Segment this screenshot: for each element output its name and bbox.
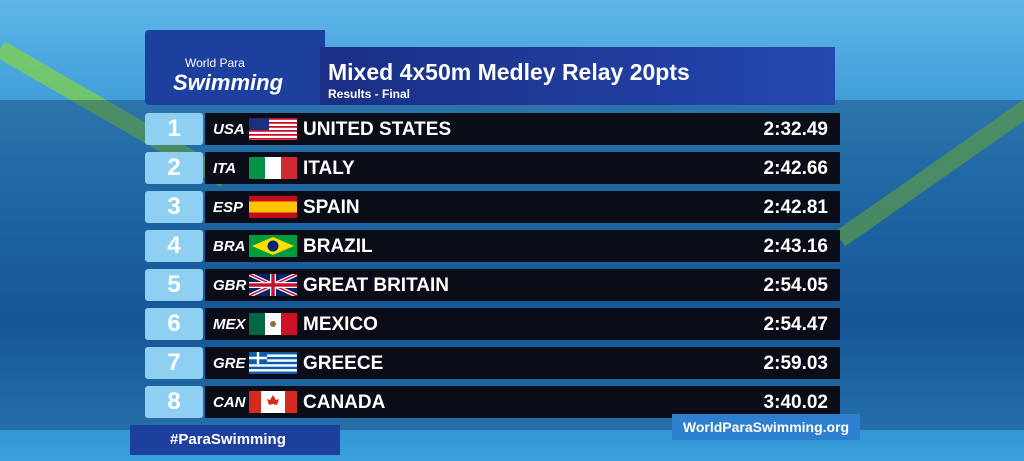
result-row: 8 CAN CANADA 3:40.02 <box>145 386 840 418</box>
rank: 7 <box>145 347 203 379</box>
logo-text: World Para <box>185 56 245 70</box>
country-name: BRAZIL <box>303 236 373 257</box>
flag <box>249 352 297 374</box>
flag <box>249 274 297 296</box>
flag <box>249 313 297 335</box>
country-code: MEX <box>213 316 246 333</box>
country-name: CANADA <box>303 392 386 413</box>
row-bar: GBR GREAT BRITAIN 2:54.05 <box>205 269 840 301</box>
rank: 4 <box>145 230 203 262</box>
row-bar: CAN CANADA 3:40.02 <box>205 386 840 418</box>
row-bar: ESP SPAIN 2:42.81 <box>205 191 840 223</box>
result-row: 4 BRA BRAZIL 2:43.16 <box>145 230 840 262</box>
country-name: GREECE <box>303 353 384 374</box>
row-bar: ITA ITALY 2:42.66 <box>205 152 840 184</box>
time: 2:59.03 <box>763 353 828 374</box>
row-bar: GRE GREECE 2:59.03 <box>205 347 840 379</box>
rank: 6 <box>145 308 203 340</box>
logo-text: Swimming <box>173 70 284 95</box>
result-row: 1 USA UNITED STATES 2:32.49 <box>145 113 840 145</box>
time: 3:40.02 <box>763 392 828 413</box>
time: 2:32.49 <box>763 119 828 140</box>
logo: World Para Swimming <box>145 30 325 105</box>
country-code: BRA <box>213 238 246 255</box>
result-row: 6 MEX MEXICO 2:54.47 <box>145 308 840 340</box>
result-row: 7 GRE GREECE 2:59.03 <box>145 347 840 379</box>
hashtag: #ParaSwimming <box>130 425 340 455</box>
country-name: ITALY <box>303 158 355 179</box>
title-bar: Mixed 4x50m Medley Relay 20pts Results -… <box>320 47 835 105</box>
time: 2:43.16 <box>763 236 828 257</box>
country-name: UNITED STATES <box>303 119 452 140</box>
country-name: MEXICO <box>303 314 378 335</box>
row-bar: BRA BRAZIL 2:43.16 <box>205 230 840 262</box>
rank: 8 <box>145 386 203 418</box>
country-code: GBR <box>213 277 247 294</box>
country-name: SPAIN <box>303 197 360 218</box>
rank: 5 <box>145 269 203 301</box>
flag <box>249 235 297 257</box>
time: 2:42.81 <box>763 197 828 218</box>
flag <box>249 391 297 413</box>
website: WorldParaSwimming.org <box>672 414 860 440</box>
country-code: GRE <box>213 355 246 372</box>
country-code: CAN <box>213 394 246 411</box>
country-name: GREAT BRITAIN <box>303 275 450 296</box>
time: 2:42.66 <box>763 158 828 179</box>
row-bar: MEX MEXICO 2:54.47 <box>205 308 840 340</box>
flag <box>249 118 297 140</box>
country-code: ESP <box>213 199 244 216</box>
row-bar: USA UNITED STATES 2:32.49 <box>205 113 840 145</box>
flag <box>249 157 297 179</box>
title: Mixed 4x50m Medley Relay 20pts <box>328 59 690 85</box>
country-code: ITA <box>213 160 237 177</box>
flag <box>249 196 297 218</box>
result-row: 2 ITA ITALY 2:42.66 <box>145 152 840 184</box>
time: 2:54.47 <box>763 314 828 335</box>
result-row: 5 GBR GREAT BRITAIN 2:54.05 <box>145 269 840 301</box>
backdrop <box>0 100 1024 430</box>
time: 2:54.05 <box>763 275 828 296</box>
result-row: 3 ESP SPAIN 2:42.81 <box>145 191 840 223</box>
rank: 2 <box>145 152 203 184</box>
country-code: USA <box>213 121 245 138</box>
subtitle: Results - Final <box>328 87 411 101</box>
rank: 1 <box>145 113 203 145</box>
rank: 3 <box>145 191 203 223</box>
